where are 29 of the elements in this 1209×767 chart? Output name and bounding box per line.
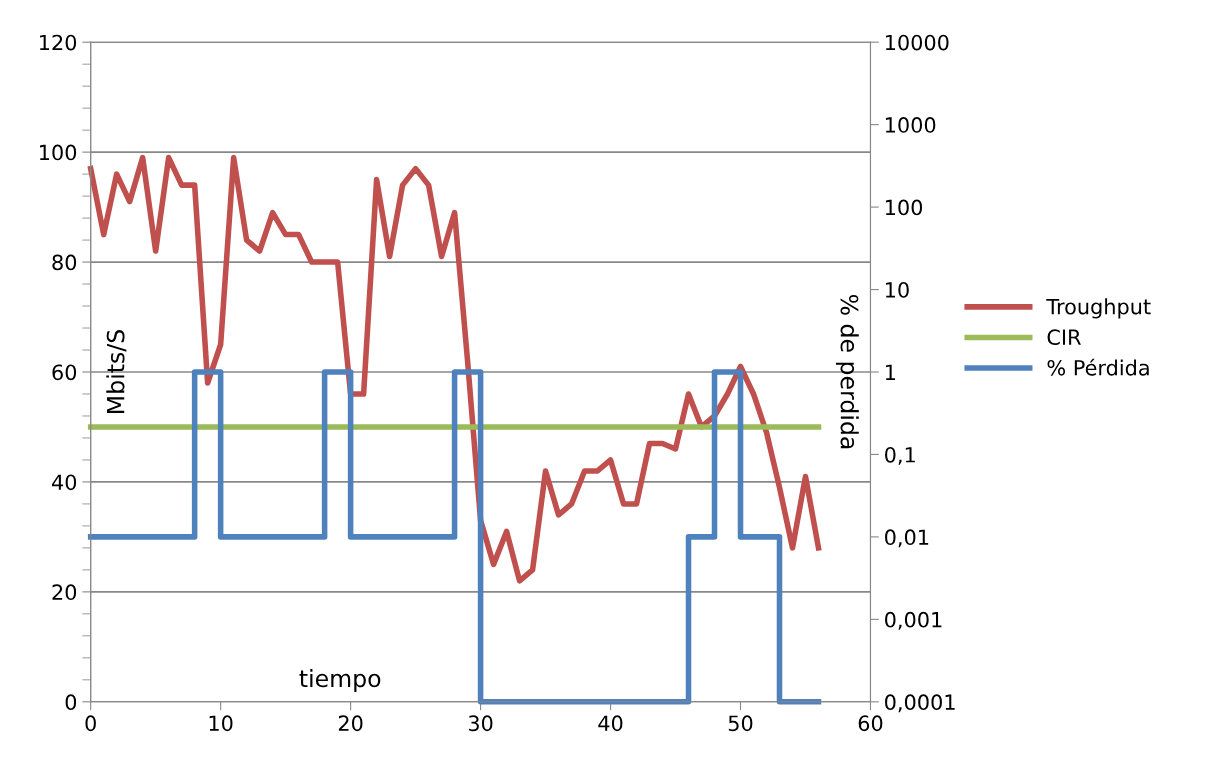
legend-label: CIR — [1047, 329, 1081, 346]
y-tick-label: 80 — [52, 254, 77, 271]
y2-tick-label: 1 — [885, 364, 896, 380]
y2-tick-label: 1000 — [885, 117, 936, 133]
y-tick-label: 20 — [52, 584, 77, 601]
y2-tick-label: 100 — [885, 199, 923, 216]
y-tick-label: 0 — [65, 694, 77, 711]
x-tick-label: 10 — [209, 715, 233, 732]
legend-label: Troughput — [1046, 298, 1151, 319]
x-axis-title: tiempo — [299, 669, 381, 692]
x-tick-label: 20 — [338, 715, 363, 732]
y2-tick-label: 0,0001 — [885, 694, 955, 713]
x-tick-label: 50 — [728, 715, 753, 732]
x-tick-label: 40 — [598, 715, 623, 732]
y2-tick-label: 0,1 — [885, 446, 915, 465]
y2-tick-label: 10000 — [885, 34, 949, 51]
y2-tick-label: 0,01 — [885, 529, 929, 548]
y-tick-label: 120 — [40, 34, 77, 51]
x-tick-label: 30 — [468, 715, 493, 732]
y-axis-title: Mbits/S — [106, 330, 127, 413]
y2-axis-title: % de perdida — [835, 294, 859, 449]
y-tick-label: 40 — [51, 474, 77, 491]
x-tick-label: 0 — [85, 715, 96, 732]
y2-tick-label: 10 — [885, 282, 909, 298]
x-tick-label: 60 — [858, 715, 883, 732]
y-tick-label: 60 — [52, 364, 77, 381]
y2-tick-label: 0,001 — [885, 611, 942, 630]
legend-label: % Pérdida — [1047, 358, 1149, 376]
y-tick-label: 100 — [40, 144, 77, 161]
